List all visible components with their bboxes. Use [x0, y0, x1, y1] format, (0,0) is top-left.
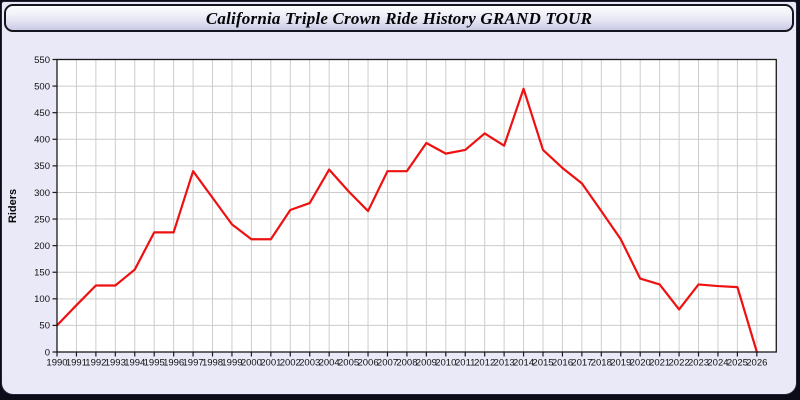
x-tick-label: 2017 [571, 358, 592, 369]
y-tick-label: 300 [34, 188, 50, 199]
x-tick-label: 2023 [688, 358, 709, 369]
x-tick-label: 1996 [163, 358, 184, 369]
x-tick-label: 2004 [319, 358, 340, 369]
riders-line [55, 87, 758, 354]
x-tick-label: 2010 [435, 358, 456, 369]
x-tick-label: 2015 [532, 358, 553, 369]
x-tick-label: 1997 [183, 358, 204, 369]
y-tick-label: 400 [34, 135, 50, 146]
x-tick-label: 1995 [144, 358, 165, 369]
ride-history-chart: 0501001502002503003504004505005501990199… [7, 55, 777, 369]
x-tick-label: 1993 [105, 358, 126, 369]
x-tick-label: 2022 [669, 358, 690, 369]
x-tick-label: 1992 [85, 358, 106, 369]
plot-area: 0501001502002503003504004505005501990199… [34, 55, 777, 369]
x-tick-label: 2026 [746, 358, 767, 369]
x-tick-label: 2011 [455, 358, 475, 369]
y-tick-label: 0 [45, 347, 50, 358]
x-tick-label: 2018 [591, 358, 612, 369]
x-tick-label: 2021 [649, 358, 670, 369]
chart-title: California Triple Crown Ride History GRA… [205, 8, 593, 28]
x-tick-label: 1994 [124, 358, 145, 369]
y-tick-label: 200 [34, 241, 50, 252]
y-tick-label: 450 [34, 108, 50, 119]
x-tick-label: 1991 [66, 358, 87, 369]
title-bar: California Triple Crown Ride History GRA… [4, 4, 794, 32]
x-tick-label: 2005 [338, 358, 359, 369]
x-tick-label: 2024 [707, 358, 728, 369]
x-tick-label: 2008 [396, 358, 417, 369]
y-tick-label: 50 [39, 321, 50, 332]
x-tick-label: 2009 [416, 358, 437, 369]
y-tick-label: 350 [34, 161, 50, 172]
x-tick-label: 2006 [357, 358, 378, 369]
x-tick-label: 2019 [610, 358, 631, 369]
y-tick-label: 150 [34, 268, 50, 279]
x-tick-label: 2014 [513, 358, 534, 369]
x-tick-label: 1999 [221, 358, 242, 369]
x-tick-label: 2001 [260, 358, 281, 369]
x-tick-label: 2007 [377, 358, 398, 369]
x-tick-label: 2025 [727, 358, 748, 369]
plot-background [57, 59, 777, 352]
x-tick-label: 2013 [494, 358, 515, 369]
plot-frame [56, 58, 777, 353]
x-tick-label: 2000 [241, 358, 262, 369]
y-tick-label: 100 [34, 294, 50, 305]
x-tick-label: 2012 [474, 358, 495, 369]
x-tick-label: 1998 [202, 358, 223, 369]
y-tick-label: 550 [34, 55, 50, 66]
x-tick-label: 2002 [280, 358, 301, 369]
y-tick-label: 250 [34, 214, 50, 225]
x-tick-label: 2016 [552, 358, 573, 369]
y-tick-label: 500 [34, 81, 50, 92]
x-tick-label: 1990 [46, 358, 67, 369]
y-axis-label: Riders [7, 189, 19, 223]
x-tick-label: 2020 [630, 358, 651, 369]
x-tick-label: 2003 [299, 358, 320, 369]
